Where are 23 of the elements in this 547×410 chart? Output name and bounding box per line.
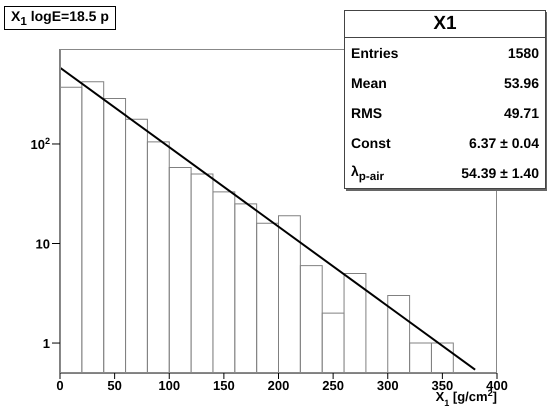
y-tick-label: 10 bbox=[36, 236, 50, 252]
x-tick-label: 150 bbox=[213, 378, 235, 393]
text: 1580 bbox=[508, 45, 539, 61]
annotation: 6.37 ± 0.04 bbox=[469, 135, 539, 151]
x-tick-label: 0 bbox=[56, 378, 64, 393]
x-tick-label: 50 bbox=[107, 378, 122, 393]
y-tick-label: 10$^{2}$ bbox=[30, 136, 50, 152]
annotation: Entries bbox=[351, 45, 398, 61]
annotation: 54.39 ± 1.40 bbox=[461, 165, 539, 181]
text: X1 bbox=[345, 11, 545, 38]
annotation: Const bbox=[351, 135, 391, 151]
chart-title: X$_{1}$ logE=18.5 p bbox=[4, 6, 116, 30]
annotation: λ$_{p-air}$ bbox=[351, 163, 384, 183]
y-tick-label: 1 bbox=[42, 336, 50, 352]
x-tick-label: 100 bbox=[158, 378, 180, 393]
x-tick-label: 250 bbox=[322, 378, 344, 393]
annotation: Mean bbox=[351, 75, 387, 91]
x-tick-label: 200 bbox=[268, 378, 290, 393]
text: 53.96 bbox=[504, 75, 539, 91]
text: 49.71 bbox=[504, 105, 539, 121]
x-tick-label: 350 bbox=[432, 378, 454, 393]
annotation: RMS bbox=[351, 105, 382, 121]
x-tick-label: 300 bbox=[376, 378, 399, 393]
